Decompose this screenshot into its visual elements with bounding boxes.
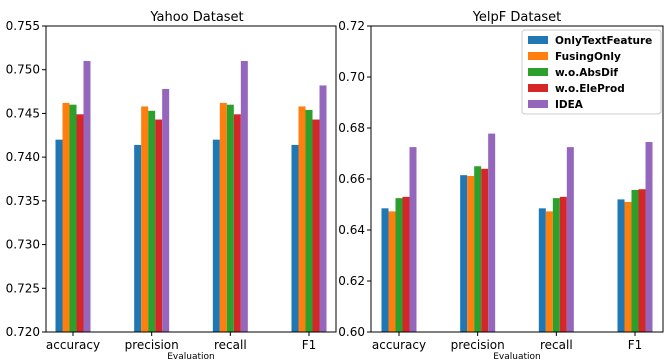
bar-w.o.AbsDif-recall [226,104,234,332]
legend: OnlyTextFeature FusingOnly w.o.AbsDif w.o.E… [521,29,662,115]
bar-w.o.EleProd-recall [559,196,567,332]
y-tick-label: 0.750 [6,63,40,77]
bar-FusingOnly-precision [467,175,475,332]
legend-label: FusingOnly [555,51,621,63]
x-tick-label: F1 [628,338,643,352]
bar-w.o.EleProd-accuracy [76,114,84,332]
y-axis: 0.720 0.725 0.730 0.735 0.740 0.745 0.750 0.755 [6,19,46,339]
plot-frame [45,25,337,333]
legend-swatch [528,68,548,76]
bar-w.o.EleProd-F1 [312,119,320,332]
bars-layer [381,133,653,332]
y-tick-label: 0.720 [6,325,40,339]
x-axis: accuracy precision recall F1 [372,332,642,352]
bar-IDEA-accuracy [409,147,417,332]
bar-OnlyTextFeature-F1 [617,199,625,332]
bar-w.o.EleProd-accuracy [402,196,410,332]
bar-OnlyTextFeature-recall [212,139,220,332]
y-tick-label: 0.66 [338,172,365,186]
legend-swatch [528,36,548,44]
chart-yelpf: YelpF Dataset 0.600.620.640.660.680.700.… [338,10,664,362]
y-tick-label: 0.68 [338,121,365,135]
bar-IDEA-F1 [319,85,327,332]
y-tick-label: 0.64 [338,223,365,237]
bar-OnlyTextFeature-accuracy [381,208,389,332]
legend-swatch [528,100,548,108]
legend-label: w.o.EleProd [555,83,625,95]
bar-w.o.EleProd-F1 [638,189,646,332]
bar-w.o.EleProd-recall [233,114,241,332]
legend-swatch [528,84,548,92]
bar-FusingOnly-recall [219,102,227,332]
y-tick-label: 0.70 [338,70,365,84]
x-axis-label: Evaluation [493,352,541,362]
bar-FusingOnly-F1 [298,106,306,333]
x-tick-label: accuracy [46,338,100,352]
x-tick-label: precision [125,338,179,352]
bar-OnlyTextFeature-accuracy [55,139,63,332]
bar-IDEA-F1 [645,142,653,332]
bar-FusingOnly-recall [545,211,553,332]
y-tick-label: 0.755 [6,19,40,33]
x-tick-label: precision [451,338,505,352]
legend-swatch [528,52,548,60]
legend-label: IDEA [555,99,584,111]
x-tick-label: recall [540,338,573,352]
bar-w.o.AbsDif-F1 [305,109,313,333]
y-tick-label: 0.60 [338,325,365,339]
bar-w.o.AbsDif-recall [552,198,560,332]
bar-OnlyTextFeature-F1 [291,144,299,332]
bar-OnlyTextFeature-precision [460,175,468,332]
chart-yahoo: Yahoo Dataset 0.7200.7250.7300.7350.7400… [6,10,337,362]
y-tick-label: 0.745 [6,106,40,120]
y-tick-label: 0.72 [338,19,365,33]
bar-IDEA-recall [566,147,574,332]
bar-IDEA-precision [488,133,496,332]
x-axis: accuracy precision recall F1 [46,332,316,352]
bar-w.o.EleProd-precision [155,119,163,332]
bar-IDEA-precision [162,88,170,332]
x-tick-label: accuracy [372,338,426,352]
bar-FusingOnly-F1 [624,201,632,332]
legend-label: OnlyTextFeature [555,35,652,47]
bar-w.o.AbsDif-accuracy [69,104,77,332]
bars-layer [55,60,327,333]
x-axis-label: Evaluation [167,352,215,362]
bar-w.o.AbsDif-precision [148,110,156,332]
bar-w.o.AbsDif-F1 [631,189,639,332]
x-tick-label: F1 [302,338,317,352]
bar-FusingOnly-accuracy [388,211,396,332]
chart-title: YelpF Dataset [472,10,562,25]
bar-FusingOnly-accuracy [62,102,70,332]
bar-w.o.AbsDif-precision [474,166,482,332]
legend-frame [521,29,662,115]
y-tick-label: 0.62 [338,274,365,288]
y-tick-label: 0.735 [6,194,40,208]
y-axis: 0.60 0.62 0.64 0.66 0.68 0.70 0.72 [338,19,371,339]
legend-label: w.o.AbsDif [555,67,618,79]
bar-w.o.AbsDif-accuracy [395,198,403,332]
bar-w.o.EleProd-precision [481,168,489,332]
bar-IDEA-accuracy [83,60,91,332]
bar-FusingOnly-precision [141,106,149,333]
chart-title: Yahoo Dataset [149,10,243,25]
bar-OnlyTextFeature-recall [538,208,546,332]
y-tick-label: 0.725 [6,281,40,295]
bar-OnlyTextFeature-precision [134,144,142,332]
y-tick-label: 0.730 [6,238,40,252]
x-tick-label: recall [214,338,247,352]
bar-IDEA-recall [240,60,248,332]
y-tick-label: 0.740 [6,150,40,164]
